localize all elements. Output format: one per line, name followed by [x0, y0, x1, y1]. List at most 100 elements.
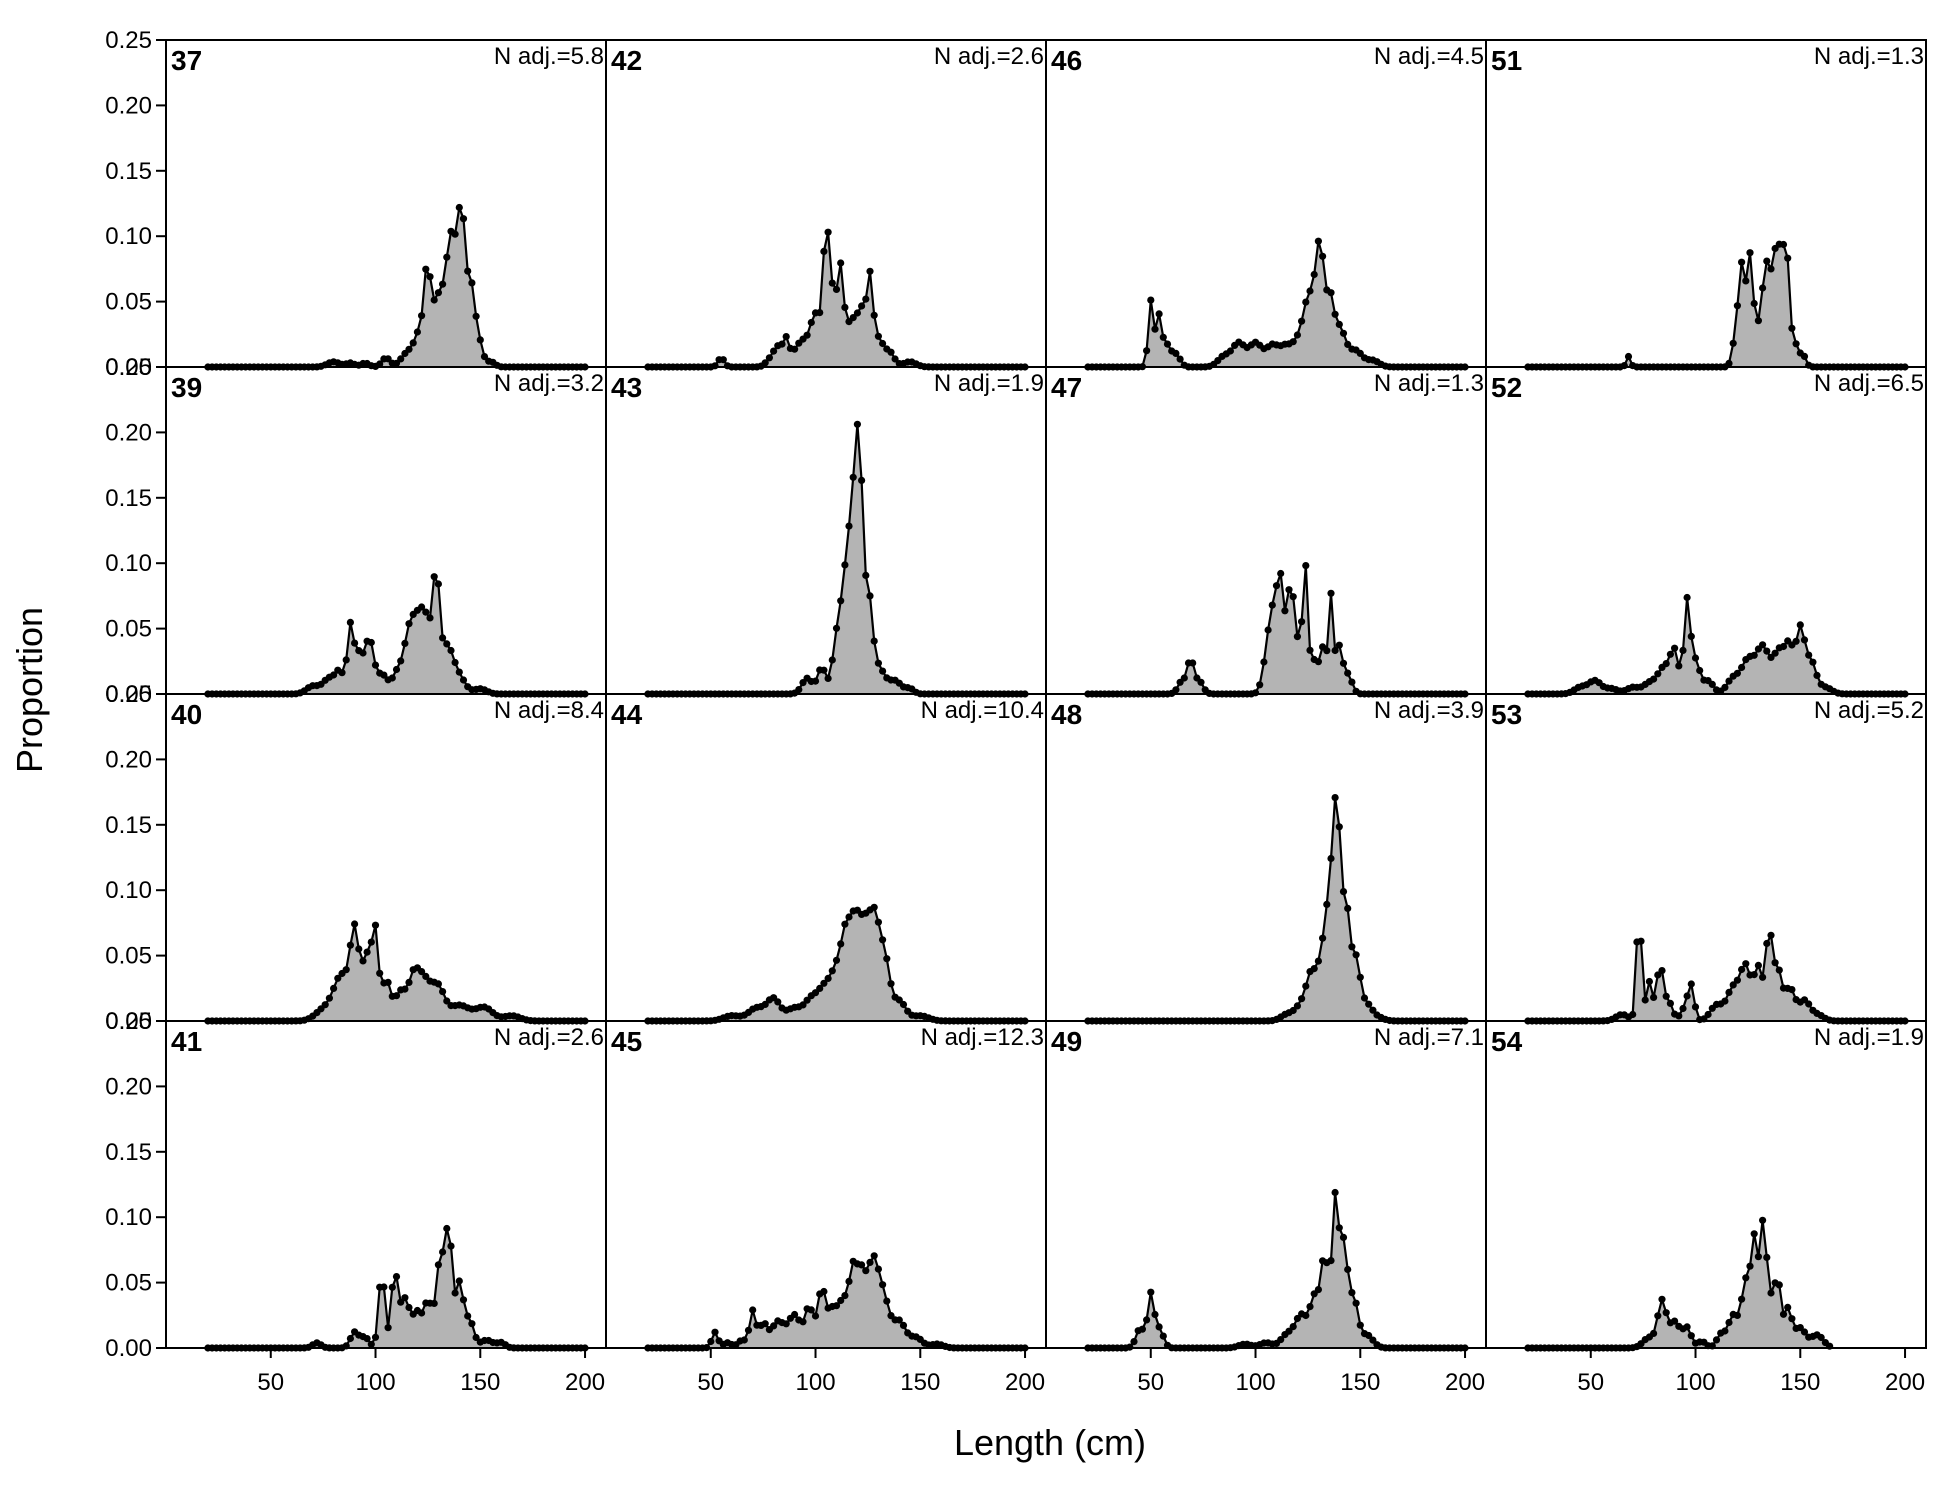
data-point — [832, 624, 841, 632]
data-point — [1729, 339, 1737, 347]
data-point — [879, 936, 887, 944]
data-point — [1759, 641, 1767, 649]
x-tick-label: 200 — [565, 1369, 605, 1396]
data-point — [392, 992, 401, 1000]
data-point — [1687, 980, 1695, 988]
data-point — [1251, 689, 1260, 697]
data-point — [1775, 1281, 1783, 1289]
data-point — [858, 1261, 866, 1269]
x-tick-label: 200 — [1445, 1369, 1485, 1396]
data-point — [1323, 900, 1331, 909]
area-fill — [207, 1228, 585, 1348]
data-point — [430, 1299, 438, 1307]
data-point — [1788, 1315, 1796, 1323]
data-point — [346, 941, 354, 949]
n-adj-label: N adj.=1.3 — [1814, 43, 1924, 70]
data-point — [828, 656, 836, 664]
data-point — [1319, 934, 1327, 942]
data-point — [895, 996, 903, 1004]
data-point — [870, 903, 878, 911]
data-point — [1817, 1333, 1825, 1342]
data-point — [845, 913, 853, 921]
data-point — [351, 639, 359, 647]
data-point — [376, 360, 384, 368]
data-point — [1298, 317, 1306, 325]
data-point — [367, 938, 375, 946]
n-adj-label: N adj.=3.2 — [494, 370, 604, 397]
data-point — [405, 1303, 413, 1312]
panel-border — [165, 366, 607, 695]
data-point — [1344, 340, 1352, 348]
data-point — [870, 1252, 878, 1260]
data-point — [1763, 647, 1771, 655]
data-point — [1792, 340, 1800, 348]
data-point — [371, 921, 380, 929]
data-point — [455, 668, 463, 676]
data-point — [1285, 586, 1293, 594]
data-point — [1767, 931, 1775, 939]
data-point — [1369, 1006, 1377, 1014]
data-point — [1344, 1265, 1352, 1274]
data-point — [1733, 302, 1741, 310]
data-point — [1679, 646, 1687, 655]
panel-40: 40 N adj.=8.4 — [165, 693, 607, 1025]
data-point — [849, 314, 857, 322]
data-point — [443, 997, 451, 1005]
data-point — [1289, 338, 1297, 346]
data-point — [1767, 265, 1775, 273]
data-point — [472, 312, 480, 320]
data-point — [472, 1333, 480, 1342]
data-point — [1277, 1336, 1285, 1344]
data-point — [1314, 237, 1322, 245]
data-point — [1130, 1338, 1138, 1346]
panel-54: 54 N adj.=1.9 — [1485, 1020, 1927, 1352]
panel-border — [1485, 693, 1927, 1022]
data-point — [837, 259, 845, 267]
data-point — [870, 311, 878, 319]
panel-47: 47 N adj.=1.3 — [1045, 366, 1487, 698]
data-point — [1306, 1303, 1314, 1311]
data-point — [464, 267, 472, 275]
data-point — [1805, 651, 1813, 659]
data-point — [1272, 582, 1281, 590]
data-point — [832, 1302, 841, 1310]
data-point — [866, 1258, 874, 1266]
data-point — [401, 639, 409, 648]
y-tick-label: 0.10 — [105, 877, 152, 904]
data-point — [1662, 992, 1670, 1000]
data-point — [468, 1320, 476, 1328]
panel-border — [165, 39, 607, 368]
y-tick-label: 0.05 — [105, 943, 152, 970]
y-tick-label: 0.05 — [105, 616, 152, 643]
data-point — [749, 1306, 757, 1314]
data-point — [1742, 277, 1750, 285]
data-point — [879, 667, 887, 675]
panel-id-label: 51 — [1491, 45, 1522, 76]
data-point — [1277, 569, 1285, 578]
y-tick-label: 0.10 — [105, 223, 152, 250]
y-tick-label: 0.25 — [105, 354, 152, 381]
n-adj-label: N adj.=1.9 — [1814, 1024, 1924, 1051]
y-tick-label: 0.25 — [105, 1008, 152, 1035]
data-point — [1143, 347, 1151, 355]
data-point — [845, 522, 853, 530]
data-point — [874, 1265, 883, 1273]
n-adj-label: N adj.=4.5 — [1374, 43, 1484, 70]
data-point — [330, 984, 338, 993]
n-adj-label: N adj.=2.6 — [934, 43, 1044, 70]
data-point — [1788, 986, 1796, 994]
panel-44: 44 N adj.=10.4 — [605, 693, 1047, 1025]
data-point — [858, 476, 866, 484]
panel-51: 51 N adj.=1.3 — [1485, 39, 1927, 371]
data-point — [1180, 674, 1188, 682]
panel-border — [605, 693, 1047, 1022]
panel-id-label: 49 — [1051, 1026, 1082, 1057]
data-point — [1671, 644, 1679, 652]
data-point — [811, 677, 820, 685]
data-point — [1650, 675, 1658, 683]
data-point — [1729, 981, 1737, 989]
data-point — [363, 1335, 371, 1343]
data-point — [828, 967, 836, 975]
n-adj-label: N adj.=7.1 — [1374, 1024, 1484, 1051]
data-point — [791, 345, 799, 353]
